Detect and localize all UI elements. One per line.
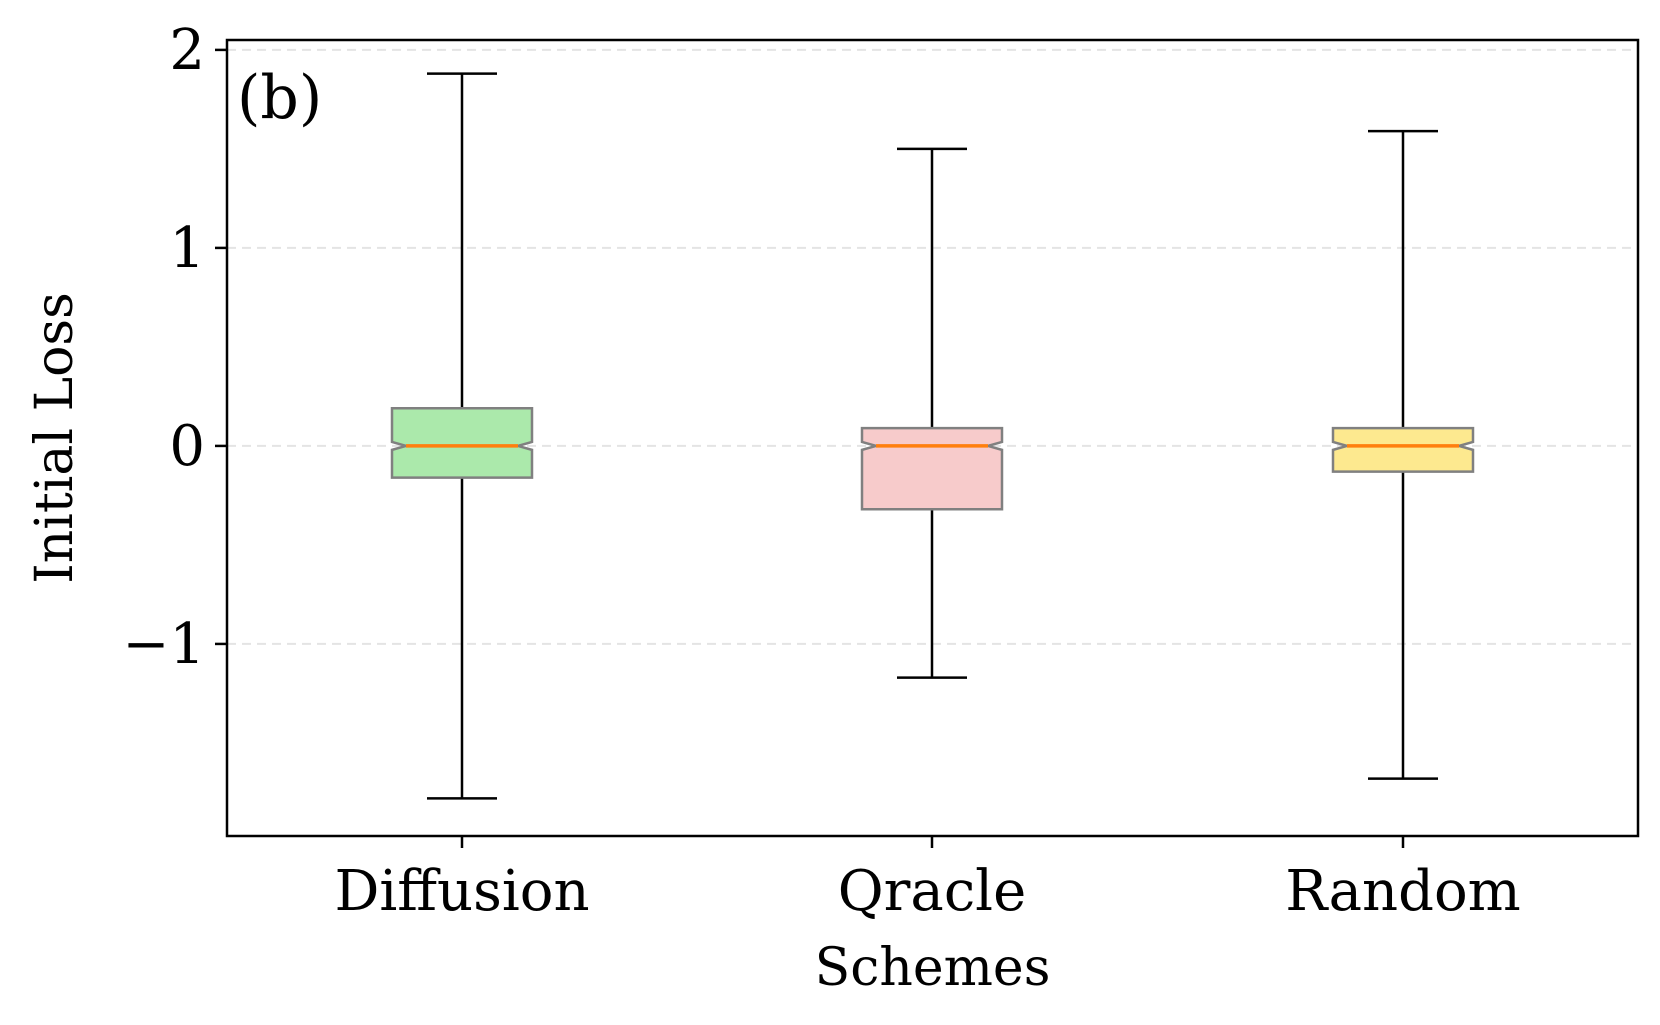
box-random (1331, 129, 1475, 780)
box-qracle (860, 147, 1004, 679)
x-axis-title: Schemes (815, 938, 1051, 998)
box-diffusion (390, 72, 534, 800)
y-axis-title: Initial Loss (25, 292, 85, 584)
y-tick-label: −1 (122, 612, 205, 677)
box-body (1331, 426, 1475, 473)
box-body (390, 407, 534, 479)
y-axis-ticks: 2 1 0 −1 (122, 18, 227, 677)
x-tick-label: Random (1285, 859, 1521, 924)
boxes-layer (390, 72, 1475, 800)
x-tick-label: Qracle (838, 859, 1026, 924)
box-body (860, 426, 1004, 511)
y-tick-label: 2 (169, 18, 205, 83)
x-axis-ticks: Diffusion Qracle Random (334, 836, 1521, 924)
y-tick-label: 0 (169, 414, 205, 479)
x-tick-label: Diffusion (334, 859, 589, 924)
panel-label: (b) (237, 63, 322, 133)
y-tick-label: 1 (169, 216, 205, 281)
